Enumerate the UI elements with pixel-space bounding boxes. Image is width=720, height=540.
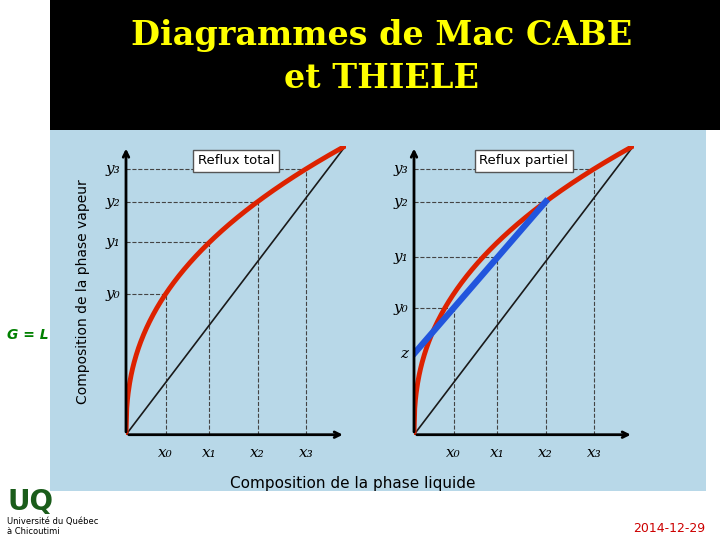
Text: 2014-12-29: 2014-12-29 bbox=[634, 522, 706, 535]
Text: Université du Québec
à Chicoutimi: Université du Québec à Chicoutimi bbox=[7, 517, 99, 536]
Text: y₀: y₀ bbox=[394, 301, 408, 315]
Text: G = L: G = L bbox=[7, 328, 49, 342]
Text: y₁: y₁ bbox=[394, 251, 408, 265]
Text: Reflux total: Reflux total bbox=[197, 154, 274, 167]
Text: x₁: x₁ bbox=[490, 446, 505, 460]
Text: Composition de la phase liquide: Composition de la phase liquide bbox=[230, 476, 475, 491]
Text: y₁: y₁ bbox=[106, 235, 120, 249]
Text: UQ: UQ bbox=[7, 488, 53, 516]
Text: y₂: y₂ bbox=[394, 194, 408, 208]
Text: x₁: x₁ bbox=[202, 446, 217, 460]
Text: Diagrammes de Mac CABE
et THIELE: Diagrammes de Mac CABE et THIELE bbox=[131, 18, 632, 95]
Text: Composition de la phase vapeur: Composition de la phase vapeur bbox=[76, 179, 90, 404]
Text: z: z bbox=[400, 347, 408, 361]
Text: y₃: y₃ bbox=[106, 162, 120, 176]
Text: y₂: y₂ bbox=[106, 194, 120, 208]
Text: Reflux partiel: Reflux partiel bbox=[480, 154, 568, 167]
Text: x₃: x₃ bbox=[299, 446, 313, 460]
Text: x₀: x₀ bbox=[446, 446, 461, 460]
Text: x₂: x₂ bbox=[251, 446, 265, 460]
Text: x₂: x₂ bbox=[539, 446, 553, 460]
Text: x₃: x₃ bbox=[587, 446, 601, 460]
Text: x₀: x₀ bbox=[158, 446, 173, 460]
Text: y₃: y₃ bbox=[394, 162, 408, 176]
Text: y₀: y₀ bbox=[106, 287, 120, 301]
